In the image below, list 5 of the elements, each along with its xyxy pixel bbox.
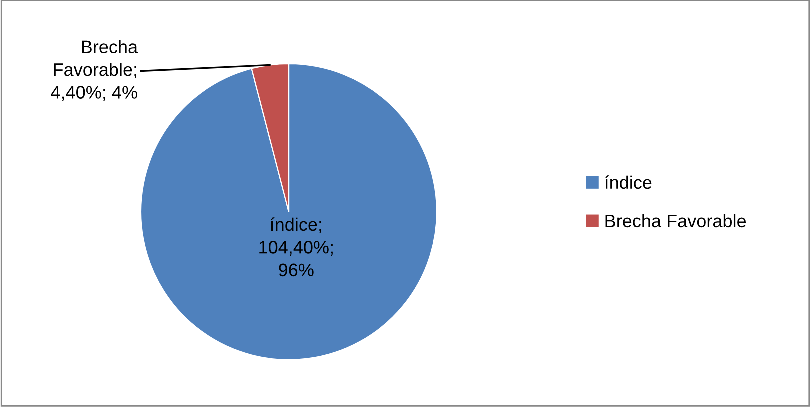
legend-label: Brecha Favorable [606,214,746,228]
pie-slice [140,63,438,361]
legend-label: índice [606,176,652,190]
data-label: índice; 104,40%; 96% [260,218,333,277]
data-label: Brecha Favorable; 4,40%; 4% [51,40,138,102]
